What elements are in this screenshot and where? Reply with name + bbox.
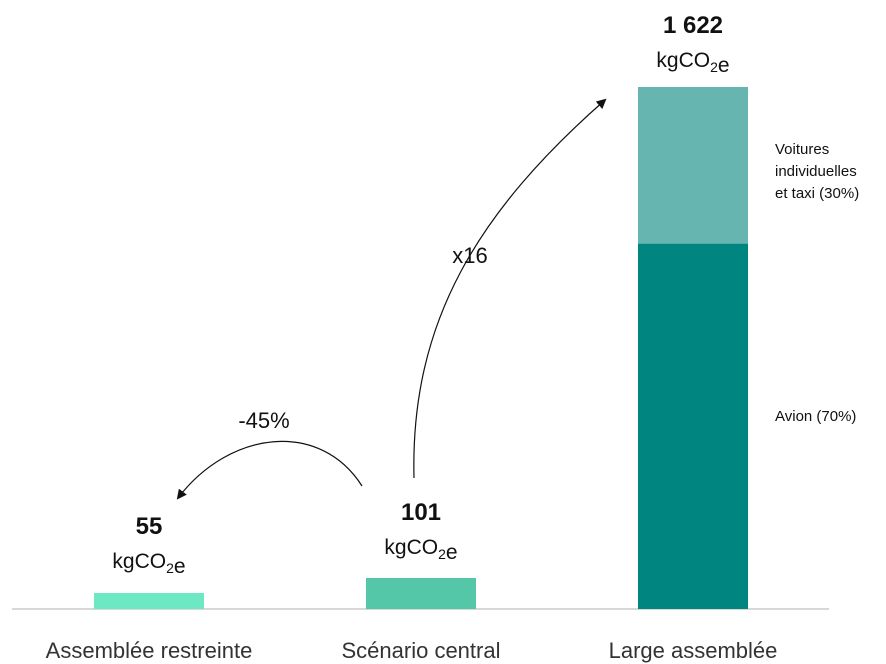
arrow-increase [413, 98, 607, 479]
value-label-scenario-central: 101 [401, 499, 441, 526]
value-label-large-assemblee: 1 622 [663, 12, 723, 39]
labels-layer: Assemblée restreinte 55 kgCO2e Scénario cen… [46, 12, 860, 663]
annotation-decrease-label: -45% [238, 408, 289, 433]
unit-label-large-assemblee: kgCO2e [656, 49, 729, 77]
unit-label-assemblee-restreinte: kgCO2e [112, 550, 185, 578]
segment-label-voitures: Voitures individuelles et taxi (30%) [775, 141, 859, 202]
value-label-assemblee-restreinte: 55 [136, 513, 163, 540]
category-label-large-assemblee: Large assemblée [609, 638, 778, 663]
bar-assemblee-restreinte [94, 593, 204, 609]
category-label-scenario-central: Scénario central [342, 638, 501, 663]
bar-segment-avion [638, 243, 748, 609]
bar-segment-voitures-individuelles-et-taxi [638, 87, 748, 244]
arrow-decrease [176, 440, 363, 500]
bar-scenario-central [366, 578, 476, 609]
annotations-layer: -45% x16 [176, 98, 607, 500]
annotation-increase-label: x16 [452, 243, 487, 268]
unit-label-scenario-central: kgCO2e [384, 536, 457, 564]
segment-label-avion: Avion (70%) [775, 408, 856, 425]
bars-layer [94, 87, 748, 609]
category-label-assemblee-restreinte: Assemblée restreinte [46, 638, 253, 663]
